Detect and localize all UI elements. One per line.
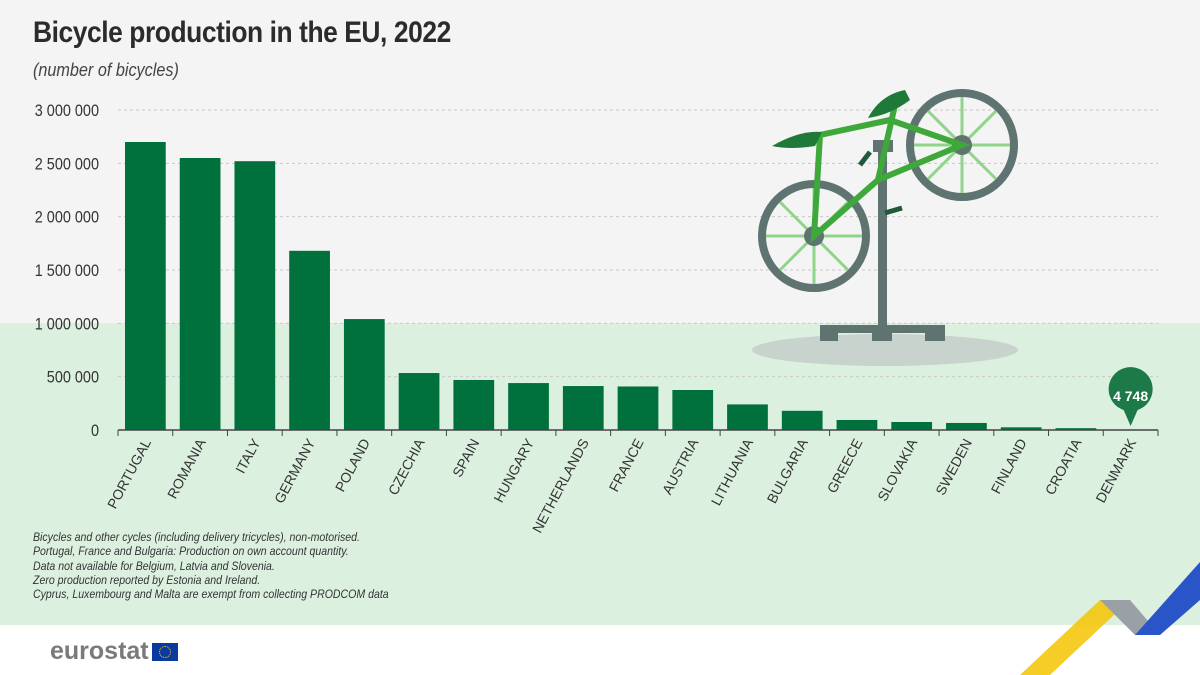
bar-finland [1000, 427, 1042, 430]
x-tick-label: SPAIN [449, 436, 482, 480]
bar-sweden [946, 422, 987, 430]
x-tick-label: SLOVAKIA [874, 435, 920, 503]
eu-flag-icon [151, 642, 178, 661]
logo-text: eurostat [50, 637, 149, 665]
chart-title: Bicycle production in the EU, 2022 [33, 16, 451, 49]
y-tick-label: 1 500 000 [35, 262, 99, 280]
x-tick-label: DENMARK [1092, 435, 1139, 505]
bar-portugal [125, 142, 166, 430]
x-tick-label: AUSTRIA [659, 435, 702, 497]
footnote: Cyprus, Luxembourg and Malta are exempt … [33, 587, 389, 602]
x-tick-label: ROMANIA [164, 435, 209, 501]
y-tick-label: 1 000 000 [35, 315, 99, 333]
x-tick-label: SWEDEN [932, 436, 975, 498]
y-tick-label: 2 500 000 [35, 155, 99, 173]
x-tick-label: FRANCE [605, 436, 646, 494]
bar-austria [672, 390, 714, 430]
bar-bulgaria [781, 410, 823, 430]
x-tick-label: BULGARIA [763, 435, 811, 506]
bar-lithuania [727, 404, 768, 430]
annotation-bubble [1108, 367, 1153, 426]
y-tick-label: 2 000 000 [35, 209, 99, 227]
eurostat-logo: eurostat [50, 637, 178, 666]
footnote: Bicycles and other cycles (including del… [33, 530, 360, 544]
bar-hungary [508, 383, 549, 430]
bar-italy [234, 161, 276, 430]
x-tick-label: CZECHIA [385, 435, 428, 497]
y-tick-label: 0 [91, 422, 99, 440]
footnote: Zero production reported by Estonia and … [33, 572, 261, 587]
x-tick-label: GREECE [824, 436, 866, 496]
y-tick-label: 3 000 000 [35, 102, 99, 120]
x-tick-label: NETHERLANDS [529, 436, 592, 536]
x-tick-label: CROATIA [1042, 435, 1085, 497]
bicycle-illustration [752, 89, 1018, 366]
footnote: Portugal, France and Bulgaria: Productio… [33, 544, 349, 559]
y-tick-label: 500 000 [47, 369, 99, 387]
x-tick-label: HUNGARY [490, 435, 537, 505]
corner-decoration [1020, 562, 1200, 675]
chart-subtitle: (number of bicycles) [33, 60, 179, 80]
x-tick-label: PORTUGAL [104, 436, 154, 511]
bar-france [617, 386, 659, 430]
x-tick-label: ITALY [232, 435, 264, 476]
x-tick-label: LITHUANIA [708, 435, 757, 508]
footnote: Data not available for Belgium, Latvia a… [33, 558, 275, 573]
bar-greece [836, 419, 878, 430]
bar-slovakia [891, 422, 933, 430]
x-tick-label: GERMANY [271, 435, 319, 506]
bar-croatia [1055, 428, 1097, 430]
x-tick-label: POLAND [332, 436, 373, 494]
annotation-label: 4 748 [1113, 388, 1148, 404]
bar-germany [289, 250, 330, 430]
x-tick-label: FINLAND [988, 436, 1030, 496]
bar-romania [179, 158, 221, 430]
footnotes: Bicycles and other cycles (including del… [33, 530, 389, 601]
bar-poland [343, 319, 385, 430]
bar-czechia [398, 373, 440, 430]
bar-spain [453, 379, 495, 430]
bar-netherlands [562, 386, 604, 430]
